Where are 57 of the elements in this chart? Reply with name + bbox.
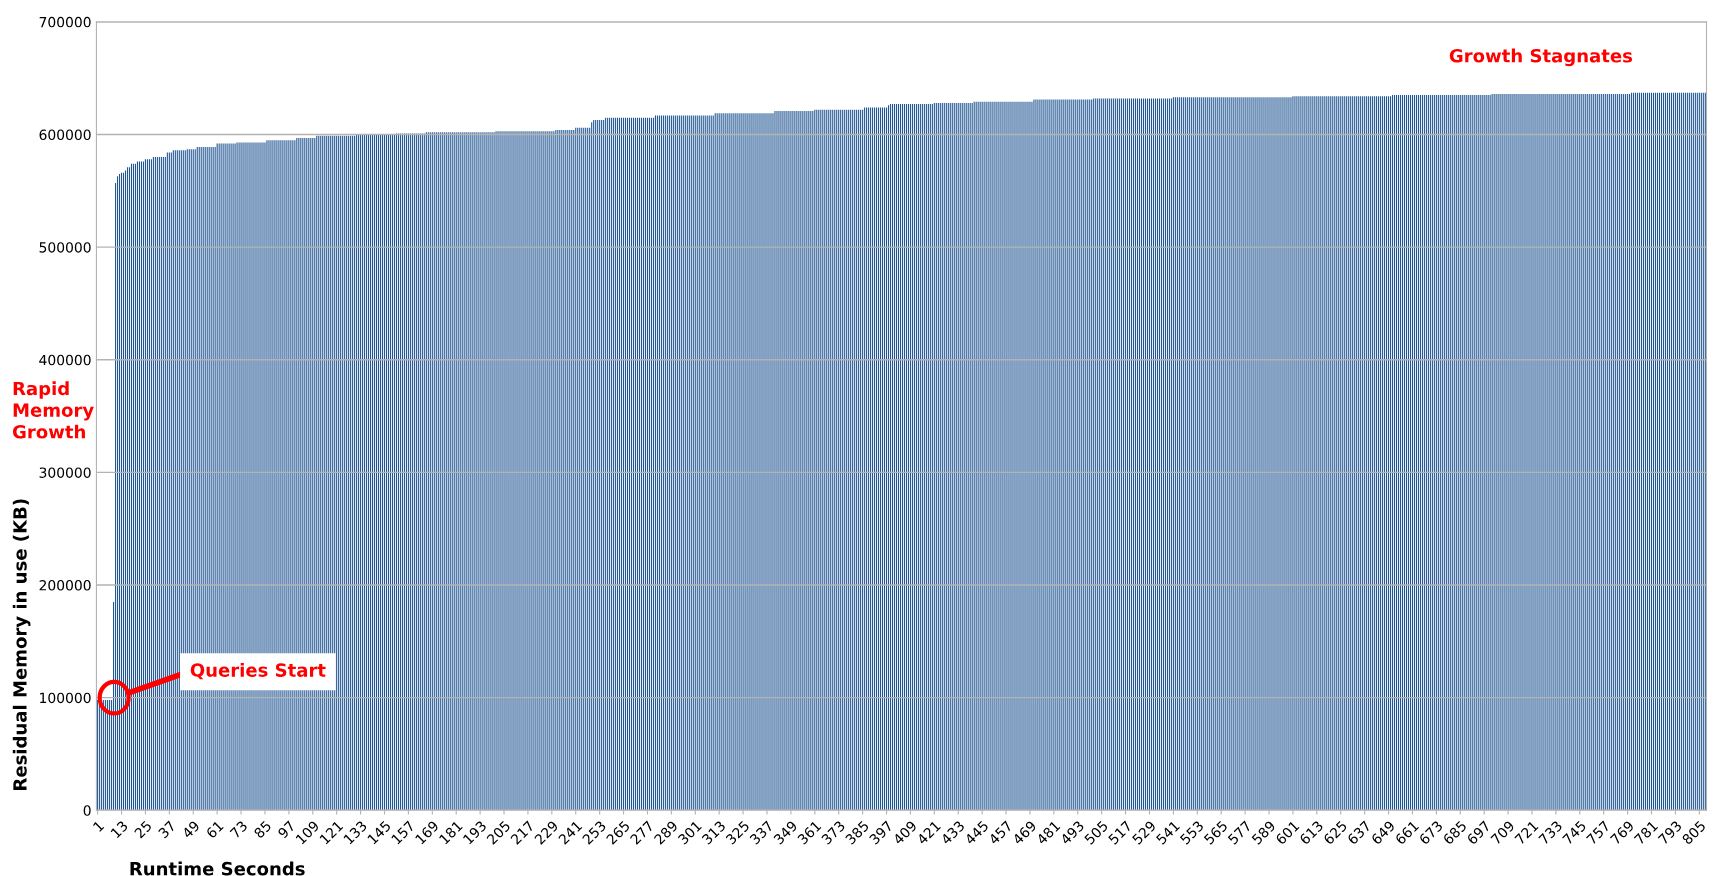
x-tick-label: 793 [1657, 820, 1683, 845]
x-tick-label: 769 [1609, 820, 1635, 845]
y-tick-label: 400000 [39, 354, 91, 366]
x-tick-label: 457 [988, 820, 1013, 846]
annotation: Queries Start [190, 662, 326, 680]
y-tick-label: 100000 [40, 692, 91, 704]
x-tick-label: 73 [229, 820, 248, 839]
x-tick-label: 433 [940, 820, 966, 846]
x-tick-label: 49 [181, 820, 201, 839]
x-tick-label: 625 [1322, 820, 1348, 845]
x-tick-label: 25 [133, 820, 153, 839]
x-tick-label: 661 [1394, 820, 1420, 845]
x-tick-label: 685 [1442, 820, 1468, 845]
x-tick-label: 601 [1275, 820, 1300, 845]
x-tick-label: 1 [92, 820, 105, 832]
x-tick-label: 733 [1538, 820, 1563, 845]
x-tick-label: 361 [796, 820, 822, 845]
y-tick-label: 700000 [39, 16, 91, 28]
x-tick-label: 721 [1514, 820, 1539, 845]
x-tick-label: 241 [557, 820, 583, 845]
x-tick-label: 673 [1418, 820, 1444, 845]
x-tick-label: 469 [1011, 820, 1037, 846]
x-tick-label: 181 [438, 820, 463, 845]
x-tick-label: 709 [1490, 820, 1515, 845]
x-tick-label: 61 [205, 820, 224, 839]
x-tick-label: 97 [277, 820, 296, 839]
y-tick-label: 300000 [39, 467, 91, 478]
x-tick-label: 649 [1370, 820, 1396, 845]
x-tick-label: 541 [1155, 820, 1181, 845]
y-tick-label: 200000 [39, 580, 91, 591]
x-tick-label: 145 [367, 820, 392, 845]
y-tick-label: 0 [83, 805, 91, 816]
x-tick-label: 109 [295, 820, 320, 845]
x-tick-label: 169 [414, 820, 440, 845]
y-tick-label: 500000 [39, 242, 91, 253]
x-axis-title: Runtime Seconds [130, 861, 305, 876]
x-tick-label: 13 [110, 820, 129, 839]
x-tick-label: 85 [253, 820, 272, 839]
x-tick-label: 301 [677, 820, 702, 845]
text: Rapid Memory Growth [12, 381, 94, 439]
y-axis-title: Residual Memory in use (KB) [12, 499, 31, 790]
x-tick-label: 493 [1059, 820, 1085, 846]
x-tick-label: 37 [157, 820, 177, 839]
x-tick-label: 133 [343, 820, 368, 845]
x-tick-label: 121 [319, 820, 344, 845]
annotation: Growth Stagnates [1449, 48, 1633, 67]
x-tick-label: 613 [1298, 820, 1324, 845]
x-tick-label: 445 [964, 820, 989, 846]
x-tick-label: 637 [1346, 820, 1372, 845]
x-tick-label: 745 [1562, 820, 1587, 845]
y-tick-label: 600000 [39, 129, 91, 140]
x-tick-label: 805 [1681, 820, 1707, 846]
x-tick-label: 193 [462, 820, 487, 845]
x-tick-label: 409 [892, 820, 918, 846]
x-tick-label: 481 [1035, 820, 1061, 846]
x-tick-label: 781 [1633, 820, 1659, 845]
x-tick-label: 421 [916, 820, 941, 846]
